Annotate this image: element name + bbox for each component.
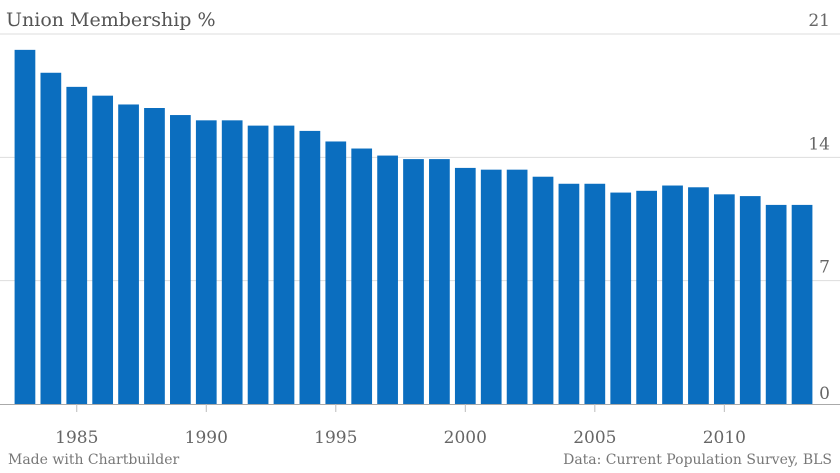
bar [584, 183, 606, 404]
bar [325, 141, 347, 404]
bar [351, 148, 373, 404]
bar [791, 204, 813, 404]
bar [403, 159, 424, 404]
bar [429, 159, 450, 404]
bar [118, 104, 139, 404]
bar [480, 169, 502, 404]
bar [662, 185, 683, 404]
bar [66, 86, 88, 404]
bars [14, 49, 813, 405]
bar [532, 176, 554, 404]
bar [40, 72, 62, 404]
bar [739, 196, 761, 404]
bar [299, 130, 321, 404]
bar [195, 120, 217, 404]
x-tick-label: 1985 [55, 428, 98, 448]
x-axis: 1985 1990 1995 2000 2005 2010 [55, 404, 746, 448]
bar [144, 108, 165, 404]
x-tick-label: 2000 [444, 428, 487, 448]
bar [688, 187, 709, 404]
y-tick-label: 0 [819, 384, 830, 404]
bar [713, 194, 735, 404]
bar [610, 192, 632, 404]
chart-title: Union Membership % [6, 9, 216, 31]
x-tick-label: 2005 [573, 428, 616, 448]
y-tick-label: 14 [808, 134, 830, 154]
bar [636, 190, 657, 404]
bar [247, 125, 269, 404]
bar [377, 155, 398, 404]
bar [14, 49, 36, 404]
y-tick-label: 21 [808, 11, 830, 31]
bar [558, 183, 580, 404]
x-tick-label: 1995 [314, 428, 357, 448]
bar [273, 125, 295, 404]
bar [454, 167, 476, 404]
bar [221, 120, 243, 404]
y-axis: 0 7 14 21 [808, 11, 830, 404]
chartbuilder-credit: Made with Chartbuilder [8, 452, 180, 468]
data-source: Data: Current Population Survey, BLS [563, 452, 832, 468]
y-tick-label: 7 [819, 258, 830, 278]
bar [506, 169, 528, 404]
bar [170, 115, 191, 405]
bar [765, 204, 787, 404]
bar [92, 95, 114, 405]
x-tick-label: 2010 [703, 428, 746, 448]
x-tick-label: 1990 [185, 428, 228, 448]
